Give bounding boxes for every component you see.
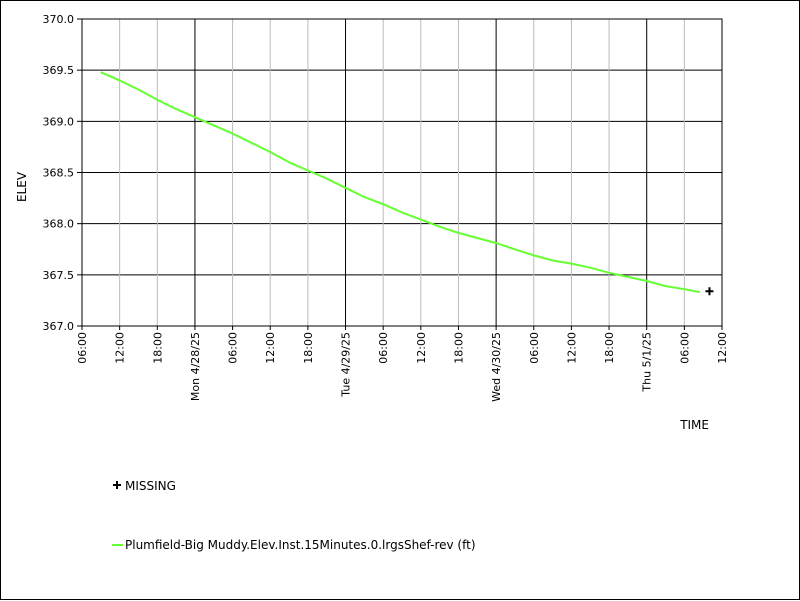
x-tick-label: 12:00	[565, 332, 578, 364]
x-tick-label: 12:00	[716, 332, 729, 364]
grid-layer	[81, 18, 723, 327]
x-tick-label: 06:00	[377, 332, 390, 364]
legend-missing-marker	[113, 481, 121, 489]
x-tick-label: Thu 5/1/25	[641, 332, 654, 393]
series-line-elevation	[100, 71, 701, 294]
x-tick-label: 06:00	[76, 332, 89, 364]
y-tick-label: 368.5	[43, 167, 75, 180]
x-tick-label: 06:00	[528, 332, 541, 364]
x-axis-title: TIME	[679, 418, 709, 432]
x-tick-label: 12:00	[114, 332, 127, 364]
legend-elevation-label: Plumfield-Big Muddy.Elev.Inst.15Minutes.…	[125, 538, 476, 552]
y-tick-label: 368.0	[43, 218, 75, 231]
y-tick-label: 367.5	[43, 269, 75, 282]
legend-missing-label: MISSING	[125, 479, 176, 493]
x-tick-label: 06:00	[678, 332, 691, 364]
x-tick-label: 12:00	[264, 332, 277, 364]
legend: MISSING Plumfield-Big Muddy.Elev.Inst.15…	[112, 479, 476, 552]
x-tick-label: Mon 4/28/25	[189, 332, 202, 401]
y-tick-label: 370.0	[43, 13, 75, 26]
x-tick-label: 18:00	[603, 332, 616, 364]
x-tick-label: 18:00	[302, 332, 315, 364]
y-axis-ticks: 367.0 367.5 368.0 368.5 369.0 369.5 370.0	[43, 13, 82, 333]
y-tick-label: 367.0	[43, 320, 75, 333]
x-tick-label: 06:00	[227, 332, 240, 364]
x-tick-label: 12:00	[415, 332, 428, 364]
y-axis-title: ELEV	[15, 171, 29, 202]
x-tick-label: 18:00	[151, 332, 164, 364]
legend-item-elevation: Plumfield-Big Muddy.Elev.Inst.15Minutes.…	[112, 538, 476, 552]
x-tick-label: Wed 4/30/25	[490, 332, 503, 402]
y-tick-label: 369.0	[43, 115, 75, 128]
legend-item-missing: MISSING	[113, 479, 176, 493]
y-tick-label: 369.5	[43, 64, 75, 77]
x-axis-ticks: 06:00 12:00 18:00 Mon 4/28/25 06:00 12:00 18:0…	[76, 326, 729, 402]
x-tick-label: 18:00	[452, 332, 465, 364]
missing-data-marker	[705, 287, 714, 296]
x-tick-label: Tue 4/29/25	[340, 332, 353, 398]
series-layer	[100, 71, 714, 296]
